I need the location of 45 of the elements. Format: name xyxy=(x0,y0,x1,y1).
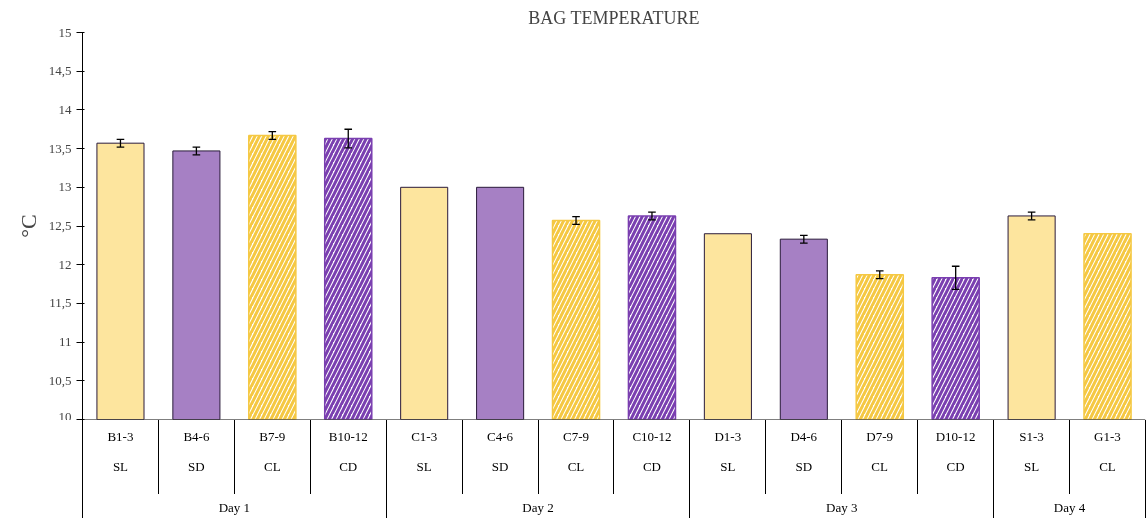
text: SL xyxy=(993,454,1070,494)
y-tick-label: 11,5 xyxy=(49,295,72,311)
y-tick-label: 14,5 xyxy=(48,63,72,79)
x-tick-label: C1-3 xyxy=(386,420,463,454)
y-tick-label: 10 xyxy=(58,408,72,424)
text: CD xyxy=(917,454,994,494)
text: SD xyxy=(765,454,842,494)
text: Day 4 xyxy=(993,494,1146,518)
chart-title: BAG TEMPERATURE xyxy=(528,7,700,28)
x-tick-label: B10-12 xyxy=(310,420,387,454)
text: SD xyxy=(158,454,235,494)
x-tick-label: C10-12 xyxy=(613,420,690,454)
text: SL xyxy=(82,454,159,494)
text: Day 3 xyxy=(689,494,994,518)
x-tick-label: D7-9 xyxy=(841,420,918,454)
text: CL xyxy=(538,454,614,494)
text: CL xyxy=(841,454,918,494)
x-tick-label: D1-3 xyxy=(689,420,766,454)
x-tick-label: C7-9 xyxy=(538,420,614,454)
y-tick-label: 14 xyxy=(58,101,72,117)
x-tick-label: B4-6 xyxy=(158,420,235,454)
x-tick-label: D4-6 xyxy=(765,420,842,454)
y-tick-label: 13,5 xyxy=(48,140,72,156)
text: SL xyxy=(386,454,463,494)
x-tick-label: B1-3 xyxy=(82,420,159,454)
text: CD xyxy=(613,454,690,494)
y-axis-title: °C xyxy=(15,214,41,238)
x-tick-label: G1-3 xyxy=(1069,420,1146,454)
y-tick-label: 15 xyxy=(58,24,72,40)
x-tick-label: B7-9 xyxy=(234,420,311,454)
x-tick-label: S1-3 xyxy=(993,420,1070,454)
text: Day 2 xyxy=(386,494,690,518)
x-tick-label: C4-6 xyxy=(462,420,539,454)
text: CD xyxy=(310,454,387,494)
y-tick-label: 10,5 xyxy=(48,372,72,388)
text: SD xyxy=(462,454,539,494)
y-tick-label: 12,5 xyxy=(48,218,72,233)
y-tick-label: 13 xyxy=(58,179,72,195)
x-tick-label: D10-12 xyxy=(917,420,994,454)
y-tick-label: 12 xyxy=(58,256,72,272)
text: CL xyxy=(234,454,311,494)
y-tick-label: 11 xyxy=(58,334,72,350)
text: CL xyxy=(1069,454,1146,494)
text: Day 1 xyxy=(82,494,387,518)
text: SL xyxy=(689,454,766,494)
